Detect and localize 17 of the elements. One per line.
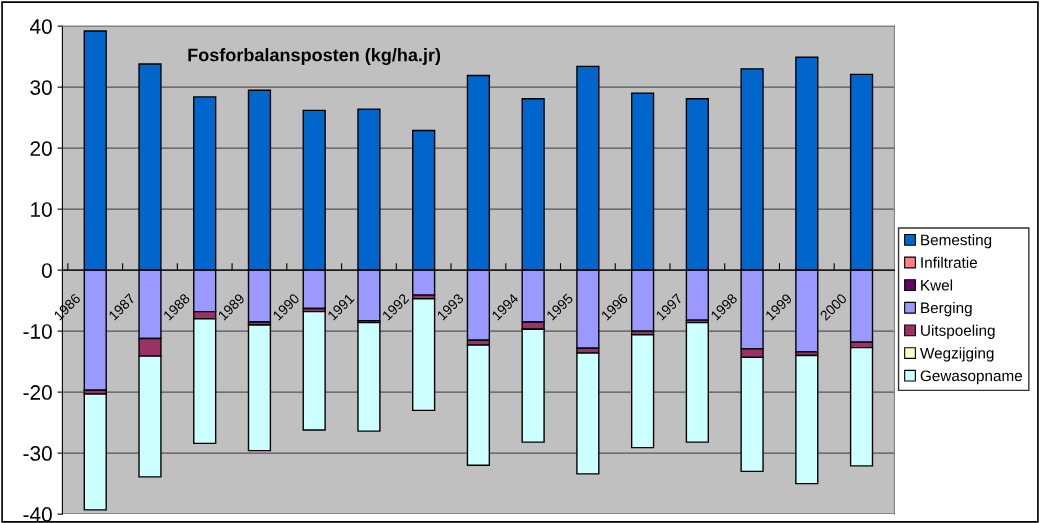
legend-label: Wegzijging [920, 347, 994, 362]
y-tick-label: 0 [41, 263, 52, 278]
y-tick-label: 10 [31, 202, 52, 217]
text: Fosforbalansposten (kg/ha.jr) [188, 48, 441, 66]
legend-label: Infiltratie [921, 256, 978, 268]
y-tick-label: 40 [29, 19, 52, 34]
y-tick-label: 30 [30, 80, 52, 95]
y-tick-label: -30 [23, 446, 52, 461]
y-tick-label: -10 [23, 324, 52, 339]
y-tick-label: 20 [30, 141, 52, 156]
legend-label: Bemesting [921, 234, 992, 249]
legend-label: Uitspoeling [921, 324, 995, 339]
y-tick-label: -20 [23, 385, 52, 400]
legend-label: Kwel [921, 279, 953, 291]
legend-label: Gewasopname [920, 370, 1023, 385]
y-tick-label: -40 [23, 507, 52, 522]
legend-label: Berging [921, 302, 972, 317]
